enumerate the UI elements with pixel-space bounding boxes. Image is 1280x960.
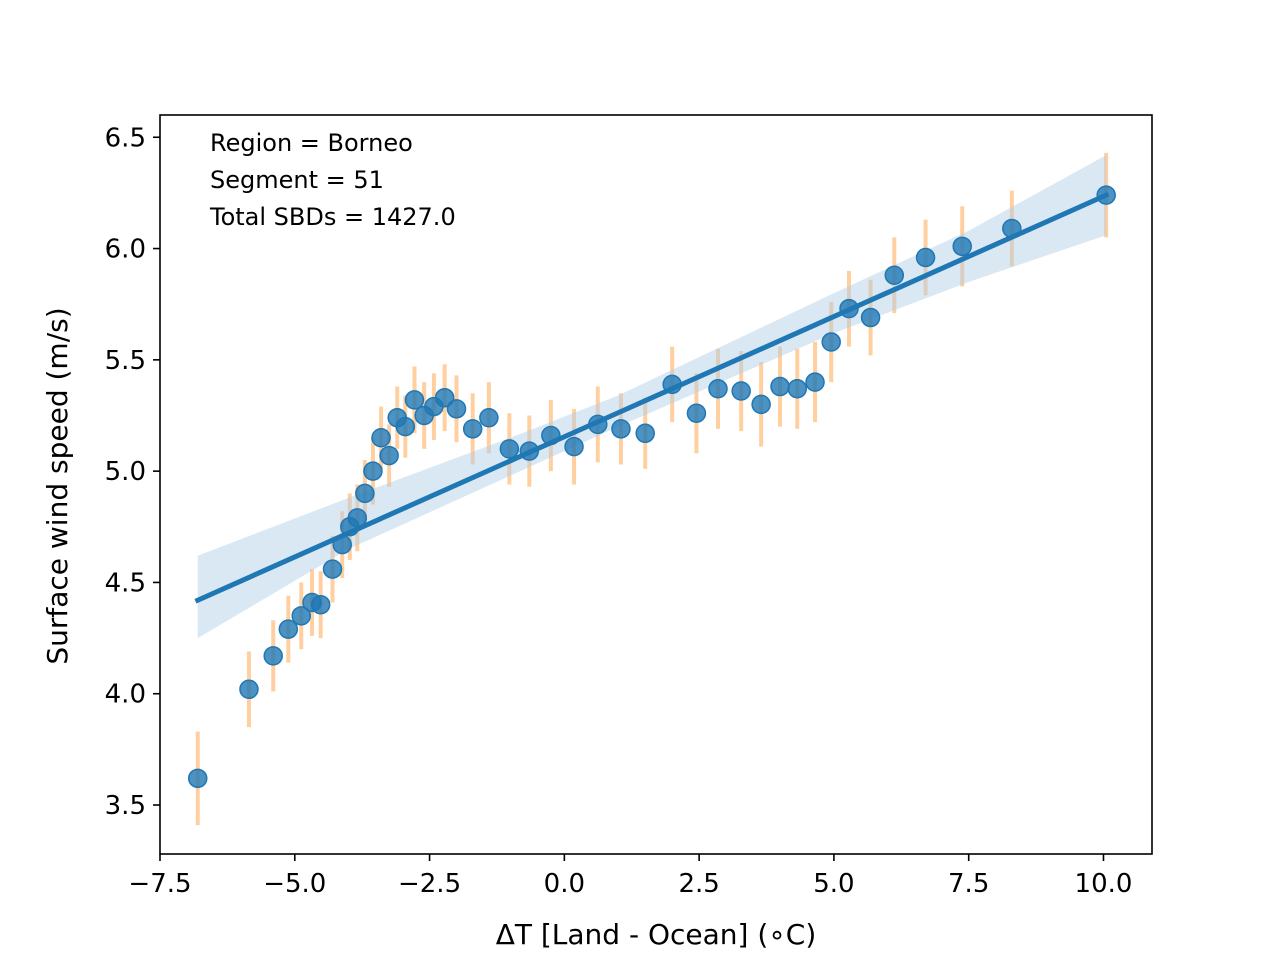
data-point	[395, 416, 416, 437]
data-point	[952, 236, 972, 257]
data-point	[662, 374, 682, 395]
x-tick-label: −7.5	[128, 869, 191, 899]
data-point	[519, 441, 540, 461]
data-point	[291, 606, 312, 626]
annotation-total-sbds: Total SBDs = 1427.0	[209, 203, 456, 231]
annotation-region: Region = Borneo	[210, 129, 413, 157]
x-tick-label: 5.0	[813, 869, 854, 899]
data-point	[379, 445, 399, 466]
data-point	[1002, 218, 1022, 239]
x-tick-label: −2.5	[398, 869, 461, 899]
y-tick-label: 4.5	[105, 568, 146, 598]
data-point	[263, 646, 283, 666]
data-point	[787, 379, 808, 399]
data-point	[821, 332, 841, 352]
data-point	[363, 461, 383, 481]
data-point	[915, 247, 936, 268]
x-tick-label: 0.0	[544, 869, 585, 899]
y-tick-label: 5.0	[105, 457, 146, 487]
data-point	[187, 768, 208, 789]
data-point	[708, 379, 728, 399]
axes-frame	[159, 114, 1153, 855]
data-point	[805, 372, 825, 392]
y-tick-label: 3.5	[105, 791, 146, 821]
data-point	[770, 376, 790, 397]
data-point	[731, 381, 751, 401]
data-point	[499, 439, 520, 459]
data-point	[751, 394, 771, 415]
annotation-box: Region = Borneo Segment = 51 Total SBDs …	[209, 129, 456, 231]
data-point	[588, 414, 608, 435]
data-point	[322, 559, 343, 579]
data-point	[355, 483, 375, 504]
data-point	[239, 679, 259, 700]
data-point	[462, 419, 483, 439]
data-point	[1096, 185, 1116, 205]
data-point	[371, 428, 391, 448]
data-point	[884, 265, 905, 286]
x-tick-label: −5.0	[263, 869, 326, 899]
data-point	[541, 425, 561, 446]
data-point	[839, 298, 859, 319]
data-point	[332, 534, 352, 555]
plot-area: −7.5 −5.0 −2.5 0.0 2.5 5.0 7.5 10.0 3.5 4.0 4.5 5.0…	[105, 114, 1153, 899]
x-tick-label: 10.0	[1075, 869, 1133, 899]
x-tick-label: 2.5	[678, 869, 719, 899]
y-tick-label: 4.0	[105, 680, 146, 710]
x-axis-title: ΔT [Land - Ocean] (∘C)	[496, 918, 817, 951]
data-point	[686, 403, 707, 424]
y-tick-label: 6.0	[105, 235, 146, 265]
data-point	[479, 407, 499, 428]
y-axis-title: Surface wind speed (m/s)	[41, 307, 74, 664]
data-point	[347, 508, 368, 528]
data-point	[404, 390, 425, 410]
data-point	[860, 307, 881, 328]
x-tick-label: 7.5	[948, 869, 989, 899]
y-tick-label: 6.5	[105, 123, 146, 153]
data-point	[434, 387, 455, 408]
data-point	[564, 436, 584, 457]
annotation-segment: Segment = 51	[210, 166, 384, 194]
data-point	[278, 619, 299, 639]
data-point	[310, 594, 331, 615]
y-tick-label: 5.5	[105, 346, 146, 376]
data-point	[611, 419, 631, 439]
data-point	[635, 423, 655, 444]
data-point	[446, 399, 467, 419]
